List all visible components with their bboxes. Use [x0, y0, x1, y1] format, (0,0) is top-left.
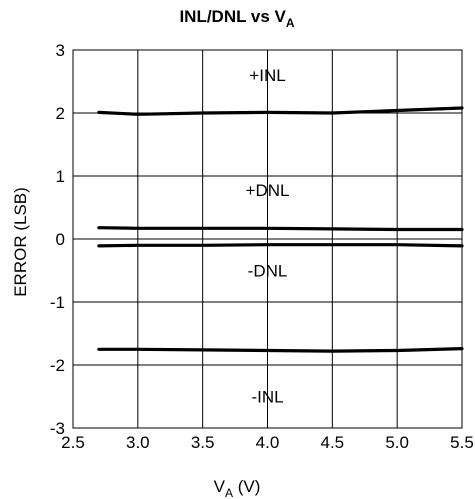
annotation-label: -INL [251, 388, 283, 407]
annotations: +INL +DNL -DNL -INL [246, 66, 290, 406]
y-tick-label: 1 [56, 167, 65, 186]
x-tick-label: 5.5 [450, 433, 474, 452]
y-tick-label: -3 [50, 419, 65, 438]
y-tick-label: 2 [56, 104, 65, 123]
series-line-0 [97, 106, 464, 116]
series-lines [97, 106, 464, 353]
y-tick-label: 0 [56, 230, 65, 249]
x-tick-label: 3.0 [126, 433, 150, 452]
series-line-3 [97, 347, 464, 353]
annotation-label: +DNL [246, 181, 290, 200]
y-axis-ticks: 3 2 1 0 -1 -2 -3 [50, 41, 65, 438]
x-tick-label: 3.5 [191, 433, 215, 452]
x-tick-label: 2.5 [61, 433, 85, 452]
y-axis-label: ERROR (LSB) [11, 187, 30, 297]
x-axis-label: VA (V) [214, 477, 261, 499]
grid [72, 49, 463, 429]
annotation-label: +INL [249, 66, 285, 85]
x-tick-label: 5.0 [385, 433, 409, 452]
x-tick-label: 4.5 [321, 433, 345, 452]
series-line-1 [97, 226, 464, 232]
x-axis-ticks: 2.5 3.0 3.5 4.0 4.5 5.0 5.5 [61, 433, 474, 452]
y-tick-label: -1 [50, 293, 65, 312]
series-line-2 [97, 243, 464, 248]
x-tick-label: 4.0 [256, 433, 280, 452]
plot-frame [72, 49, 463, 429]
y-tick-label: 3 [56, 41, 65, 60]
chart-title: INL/DNL vs VA [179, 7, 294, 30]
annotation-label: -DNL [248, 262, 288, 281]
y-tick-label: -2 [50, 356, 65, 375]
